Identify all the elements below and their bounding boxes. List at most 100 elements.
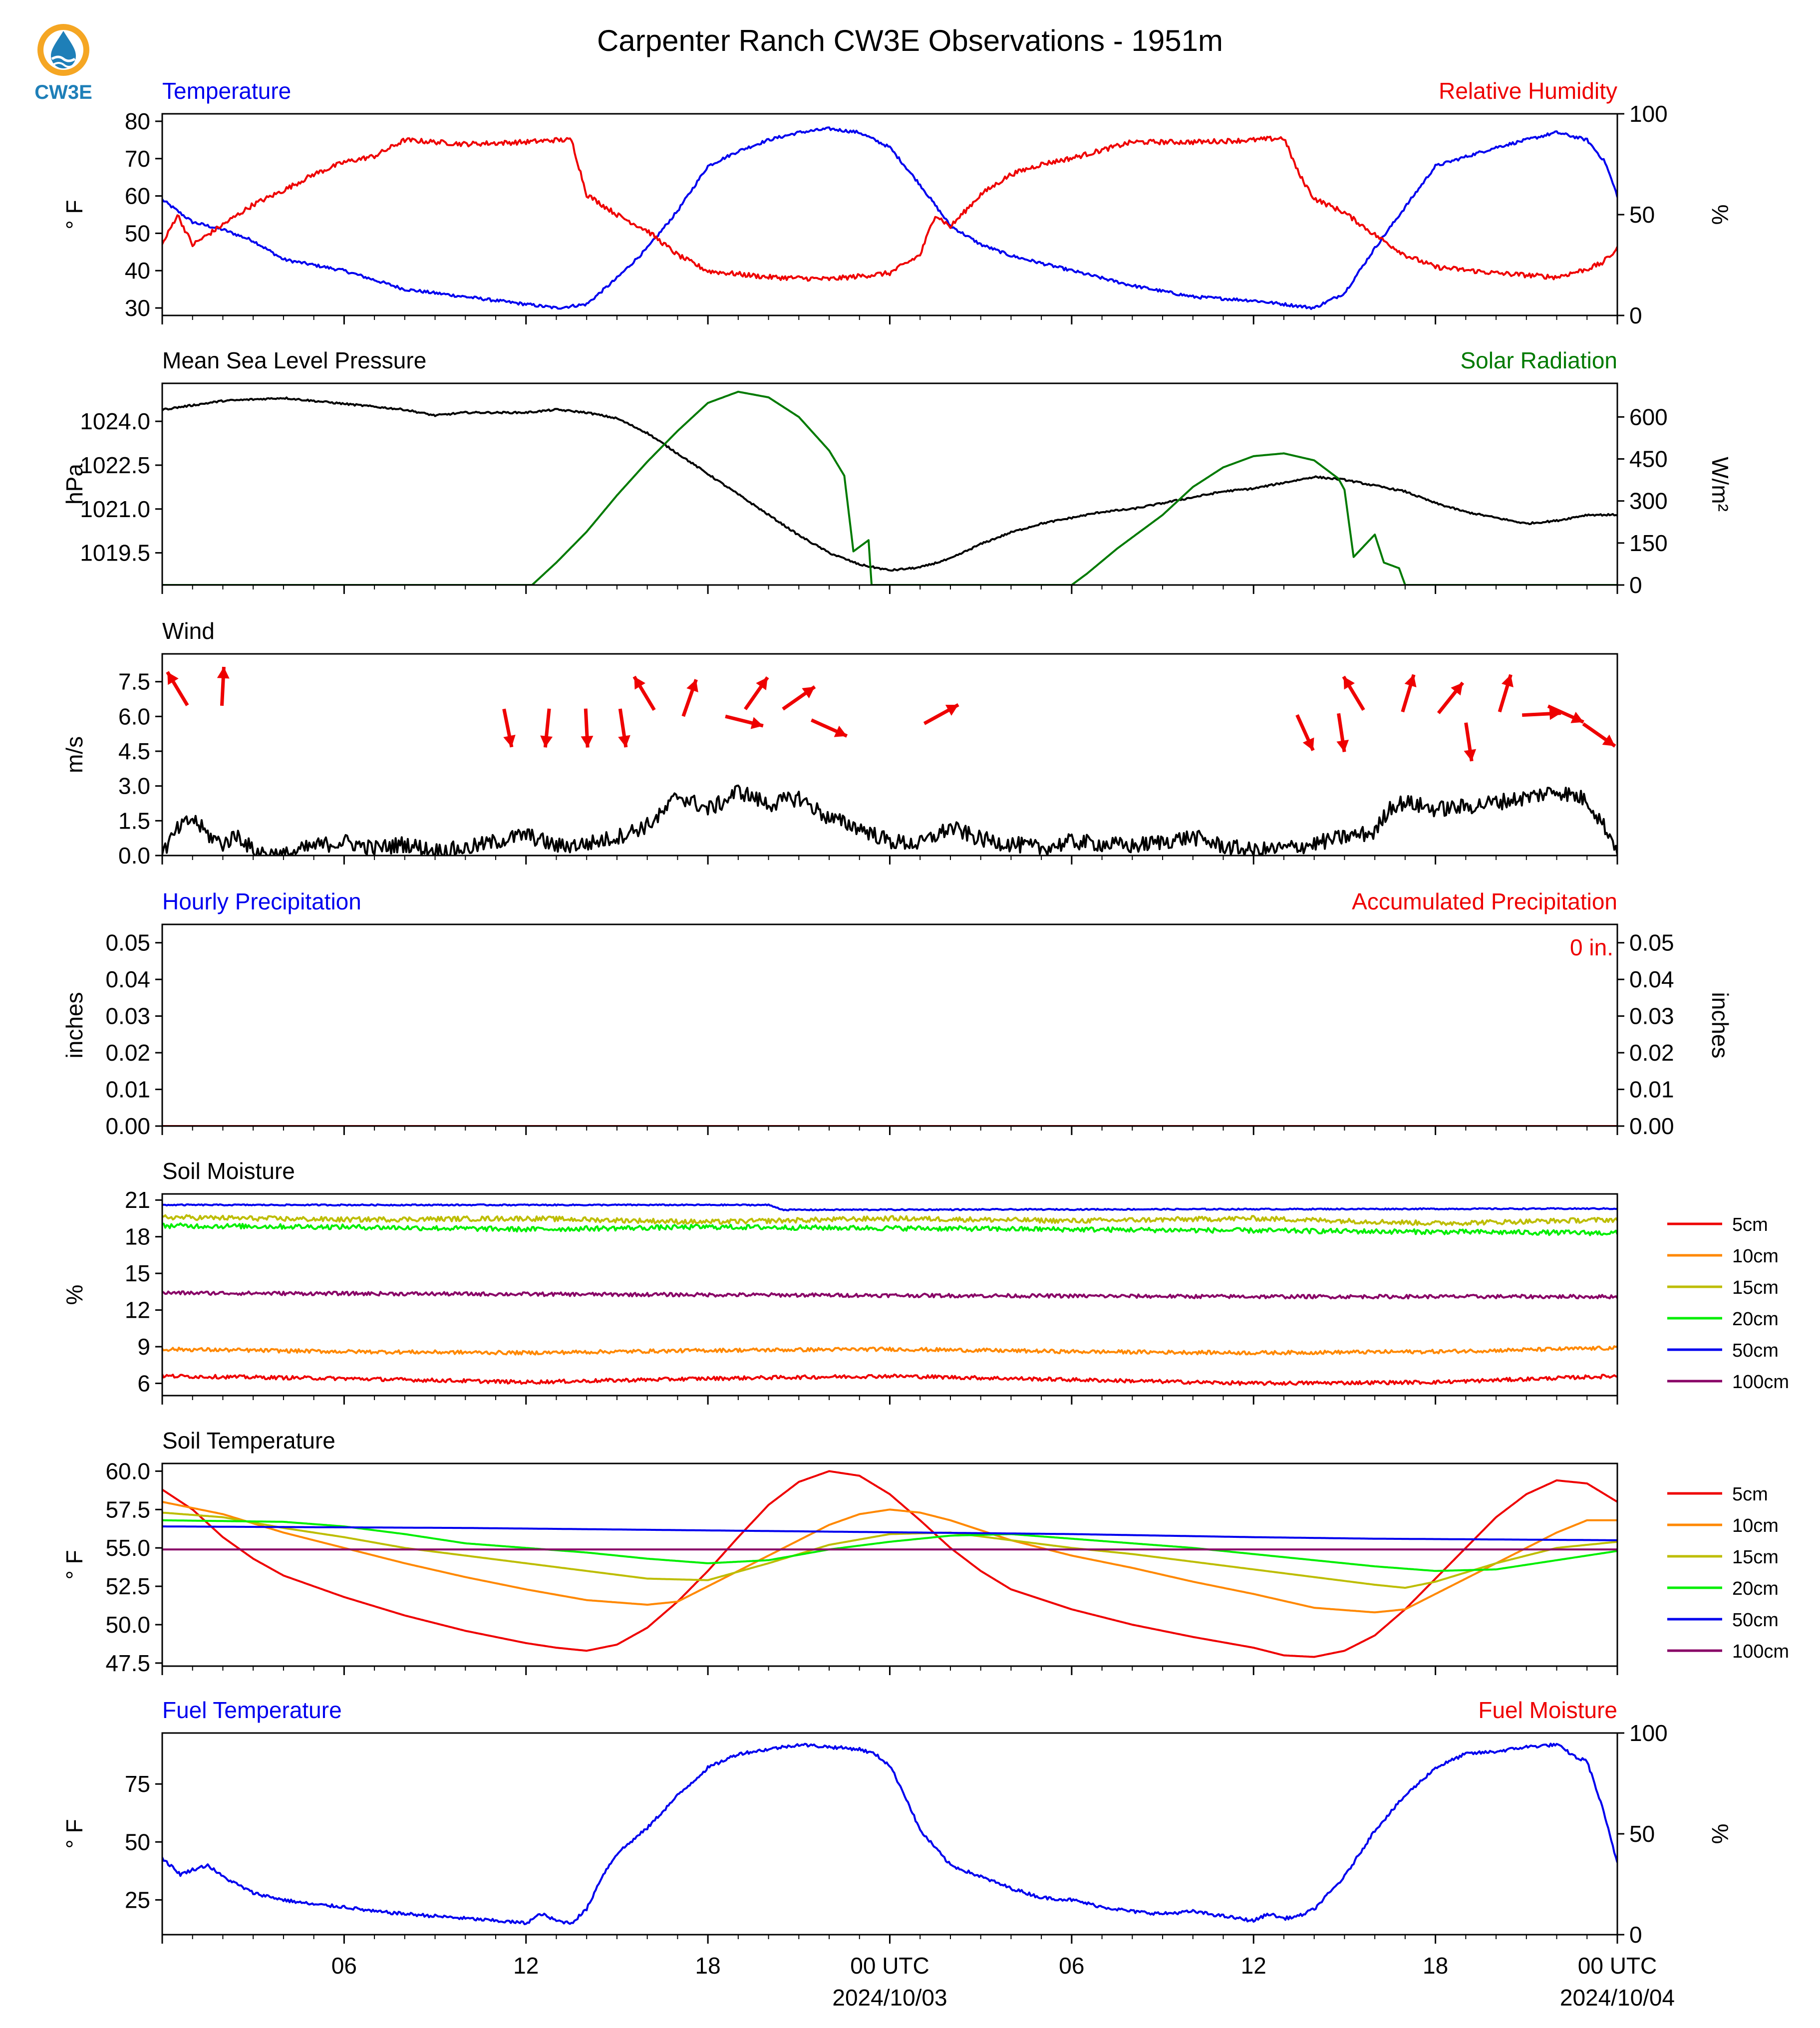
y-tick-label: 9 [137, 1334, 150, 1360]
y-tick-label: 60 [125, 183, 150, 209]
legend-label: 15cm [1732, 1547, 1779, 1568]
y-tick-label: 12 [125, 1297, 150, 1323]
series-line-left [162, 126, 1617, 310]
y-right-tick-label: 300 [1629, 488, 1668, 514]
series-line-right [162, 135, 1617, 282]
x-date-label: 2024/10/04 [1560, 1985, 1675, 2011]
wind-arrow [1295, 714, 1315, 751]
wind-arrow [166, 671, 189, 706]
y-right-tick-label: 0 [1629, 1922, 1642, 1948]
y-right-tick-label: 150 [1629, 530, 1668, 556]
legend-label: 50cm [1732, 1610, 1779, 1631]
wind-arrow [725, 714, 764, 729]
legend-label: 5cm [1732, 1214, 1768, 1235]
wind-arrow [1498, 674, 1514, 713]
series-line-10cm [162, 1500, 1617, 1614]
series-line-50cm [162, 1203, 1617, 1211]
legend-label: 100cm [1732, 1641, 1789, 1662]
plot-frame [161, 382, 1618, 586]
legend-label: 100cm [1732, 1372, 1789, 1393]
accumulated-total-label: 0 in. [1570, 934, 1613, 960]
panel-title-left: Soil Temperature [162, 1428, 335, 1453]
y-tick-label: 1021.0 [80, 496, 150, 522]
series-group [162, 1203, 1617, 1386]
y-right-axis-label: W/m² [1707, 457, 1733, 512]
y-tick-label: 0.04 [105, 966, 150, 992]
wind-arrow [1336, 713, 1349, 752]
series-line-20cm [162, 1519, 1617, 1572]
y-right-tick-label: 0.02 [1629, 1040, 1674, 1066]
chart-panel-2: Mean Sea Level Pressure Solar Radiation 10… [61, 347, 1733, 598]
y-tick-label: 0.03 [105, 1003, 150, 1029]
wind-arrow [1464, 722, 1477, 762]
chart-panel-7: Fuel Temperature Fuel Moisture 25 50 75 ° F 0 5… [61, 1697, 1733, 1948]
wind-arrow [1582, 722, 1616, 748]
y-tick-label: 15 [125, 1260, 150, 1286]
y-tick-label: 6 [137, 1371, 150, 1397]
y-tick-label: 0.01 [105, 1077, 150, 1103]
plot-frame [161, 1462, 1618, 1667]
y-axis-label: % [61, 1285, 87, 1305]
y-tick-label: 0.0 [118, 843, 150, 869]
panel-title-left: Temperature [162, 78, 291, 104]
series-line-5cm [162, 1373, 1617, 1386]
series-group [162, 1470, 1617, 1658]
y-right-tick-label: 0 [1629, 302, 1642, 328]
y-right-tick-label: 50 [1629, 202, 1655, 228]
series-line-10cm [162, 1345, 1617, 1356]
series-line-left [162, 396, 1617, 572]
y-axis-label: ° F [61, 1819, 87, 1848]
y-tick-label: 55.0 [105, 1535, 150, 1561]
wind-arrow [1547, 704, 1584, 724]
y-right-axis-label: % [1707, 1824, 1733, 1844]
plot-frame [161, 1193, 1618, 1397]
y-right-tick-label: 0.00 [1629, 1113, 1674, 1139]
y-right-tick-label: 0 [1629, 572, 1642, 598]
wind-arrow [681, 679, 698, 717]
wind-arrow [502, 708, 516, 748]
y-tick-label: 21 [125, 1187, 150, 1213]
panel-title-left: Wind [162, 618, 215, 644]
y-right-tick-label: 0.04 [1629, 966, 1674, 992]
x-tick-label: 06 [331, 1953, 357, 1979]
wind-arrow [744, 676, 769, 710]
y-tick-label: 1022.5 [80, 452, 150, 478]
x-tick-label: 00 UTC [1578, 1953, 1657, 1979]
legend-label: 20cm [1732, 1578, 1779, 1599]
chart-panel-3: Wind 0.0 1.5 3.0 4.5 6.0 7.5 m/s [61, 618, 1618, 869]
x-axis-labels: 06 12 18 00 UTC 06 12 18 00 UTC 2024/10/03 2024/1… [331, 1953, 1675, 2011]
plot-frame [161, 1732, 1618, 1936]
panel-title-left: Mean Sea Level Pressure [162, 347, 426, 373]
series-group [162, 390, 1617, 585]
series-line-left [162, 784, 1617, 856]
chart-panel-6: Soil Temperature 47.5 50.0 52.5 55.0 57.5 60.0… [61, 1428, 1789, 1676]
y-tick-label: 57.5 [105, 1496, 150, 1522]
y-axis-label: inches [61, 992, 87, 1059]
y-tick-label: 25 [125, 1887, 150, 1913]
series-group [162, 1742, 1617, 1925]
legend-label: 50cm [1732, 1340, 1779, 1361]
y-right-tick-label: 450 [1629, 446, 1668, 472]
y-right-tick-label: 50 [1629, 1821, 1655, 1847]
series-group [162, 784, 1617, 856]
legend-label: 15cm [1732, 1277, 1779, 1298]
series-line-50cm [162, 1525, 1617, 1541]
wind-arrow [811, 718, 848, 738]
panel-title-left: Soil Moisture [162, 1158, 295, 1184]
x-tick-label: 00 UTC [850, 1953, 929, 1979]
series-line-100cm [162, 1290, 1617, 1300]
panel-title-right: Fuel Moisture [1478, 1697, 1617, 1723]
y-tick-label: 1024.0 [80, 408, 150, 434]
wind-arrow [217, 666, 230, 706]
y-right-tick-label: 100 [1629, 1720, 1668, 1746]
x-tick-label: 18 [1423, 1953, 1448, 1979]
panel-title-left: Hourly Precipitation [162, 888, 361, 914]
figure-title: Carpenter Ranch CW3E Observations - 1951… [597, 24, 1223, 57]
chart-panel-5: Soil Moisture 6 9 12 15 18 21% 5cm 10cm 15cm 20cm 5… [61, 1158, 1789, 1405]
y-right-tick-label: 600 [1629, 404, 1668, 430]
chart-panel-1: Temperature Relative Humidity 30 40 50 60 70 80… [61, 78, 1733, 328]
y-tick-label: 52.5 [105, 1573, 150, 1599]
y-tick-label: 40 [125, 258, 150, 284]
x-tick-label: 12 [513, 1953, 539, 1979]
